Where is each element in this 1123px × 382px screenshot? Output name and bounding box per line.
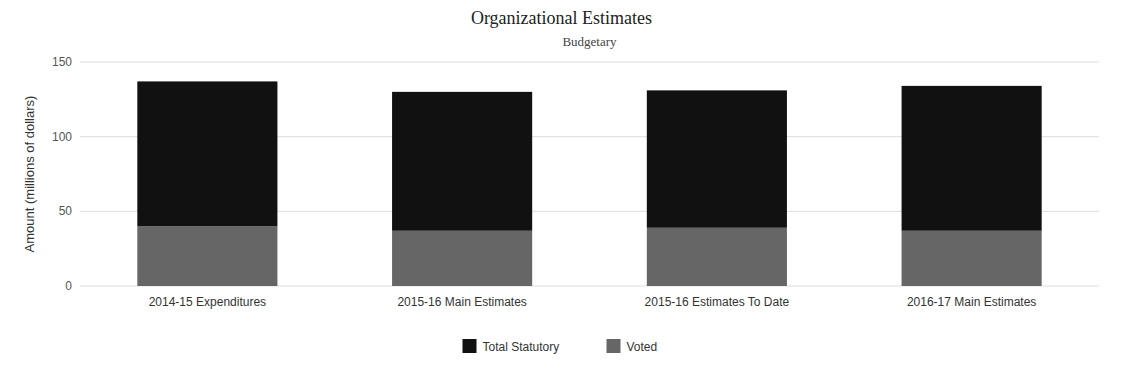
title: Organizational Estimates <box>471 8 652 28</box>
bars <box>137 81 1041 286</box>
bar <box>392 92 532 231</box>
legend-swatch <box>607 339 621 353</box>
legend: Total Statutory Voted <box>463 339 658 354</box>
subtitle: Budgetary <box>562 34 617 49</box>
x-tick-label: 2016-17 Main Estimates <box>907 295 1036 309</box>
x-tick-label: 2015-16 Estimates To Date <box>645 295 790 309</box>
chart: Organizational Estimates Budgetary 0 50 100 1… <box>0 0 1123 382</box>
bar <box>647 90 787 227</box>
bar <box>392 231 532 286</box>
bar <box>137 226 277 286</box>
y-axis-label: Amount (millions of dollars) <box>22 96 37 253</box>
bar <box>647 228 787 286</box>
grid-line <box>80 62 1099 63</box>
y-tick-label: 150 <box>52 55 72 69</box>
y-tick-label: 50 <box>59 204 73 218</box>
y-tick-label: 0 <box>65 279 72 293</box>
bar <box>137 81 277 226</box>
legend-label: Total Statutory <box>483 340 560 354</box>
x-axis: 2014-15 Expenditures 2015-16 Main Estimat… <box>149 295 1037 309</box>
y-axis: 0 50 100 150 <box>52 55 1099 293</box>
bar <box>902 231 1042 286</box>
y-tick-label: 100 <box>52 130 72 144</box>
legend-swatch <box>463 339 477 353</box>
x-tick-label: 2015-16 Main Estimates <box>397 295 526 309</box>
x-tick-label: 2014-15 Expenditures <box>149 295 266 309</box>
legend-label: Voted <box>627 340 658 354</box>
chart-container: Organizational Estimates Budgetary 0 50 100 1… <box>0 0 1123 382</box>
bar <box>902 86 1042 231</box>
